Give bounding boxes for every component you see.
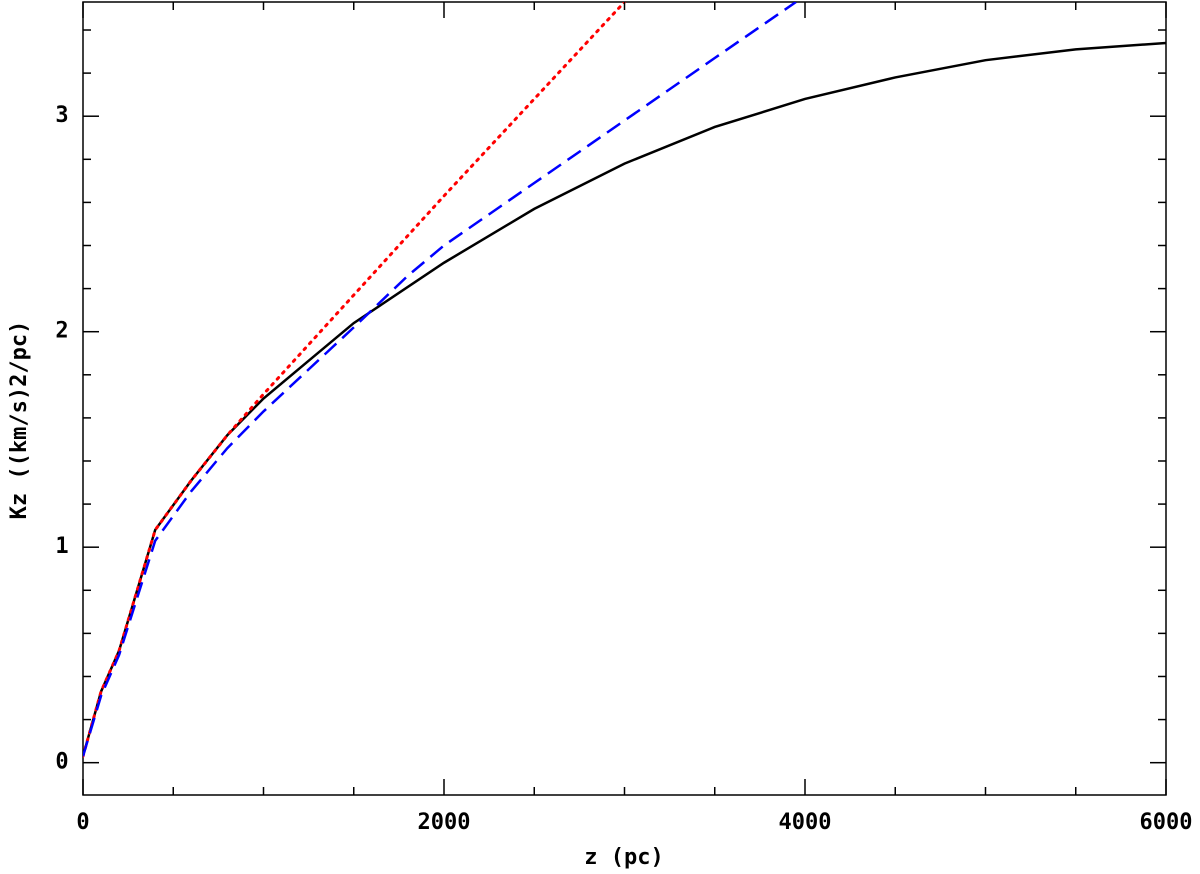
y-tick-label: 1 — [55, 534, 68, 559]
y-tick-label: 3 — [55, 103, 68, 128]
series-line — [83, 2, 797, 757]
x-tick-label: 6000 — [1140, 810, 1193, 835]
y-axis-label: Kz ((km/s)2/pc) — [7, 321, 32, 520]
x-tick-label: 0 — [76, 810, 89, 835]
y-tick-label: 2 — [55, 319, 68, 344]
series-line — [83, 41, 1166, 757]
x-axis-label: z (pc) — [584, 845, 663, 870]
x-tick-label: 4000 — [779, 810, 832, 835]
x-tick-label: 2000 — [418, 810, 471, 835]
series-line — [83, 2, 626, 758]
y-tick-label: 0 — [55, 750, 68, 775]
plot-frame — [82, 1, 1167, 796]
series-group — [83, 2, 1166, 758]
